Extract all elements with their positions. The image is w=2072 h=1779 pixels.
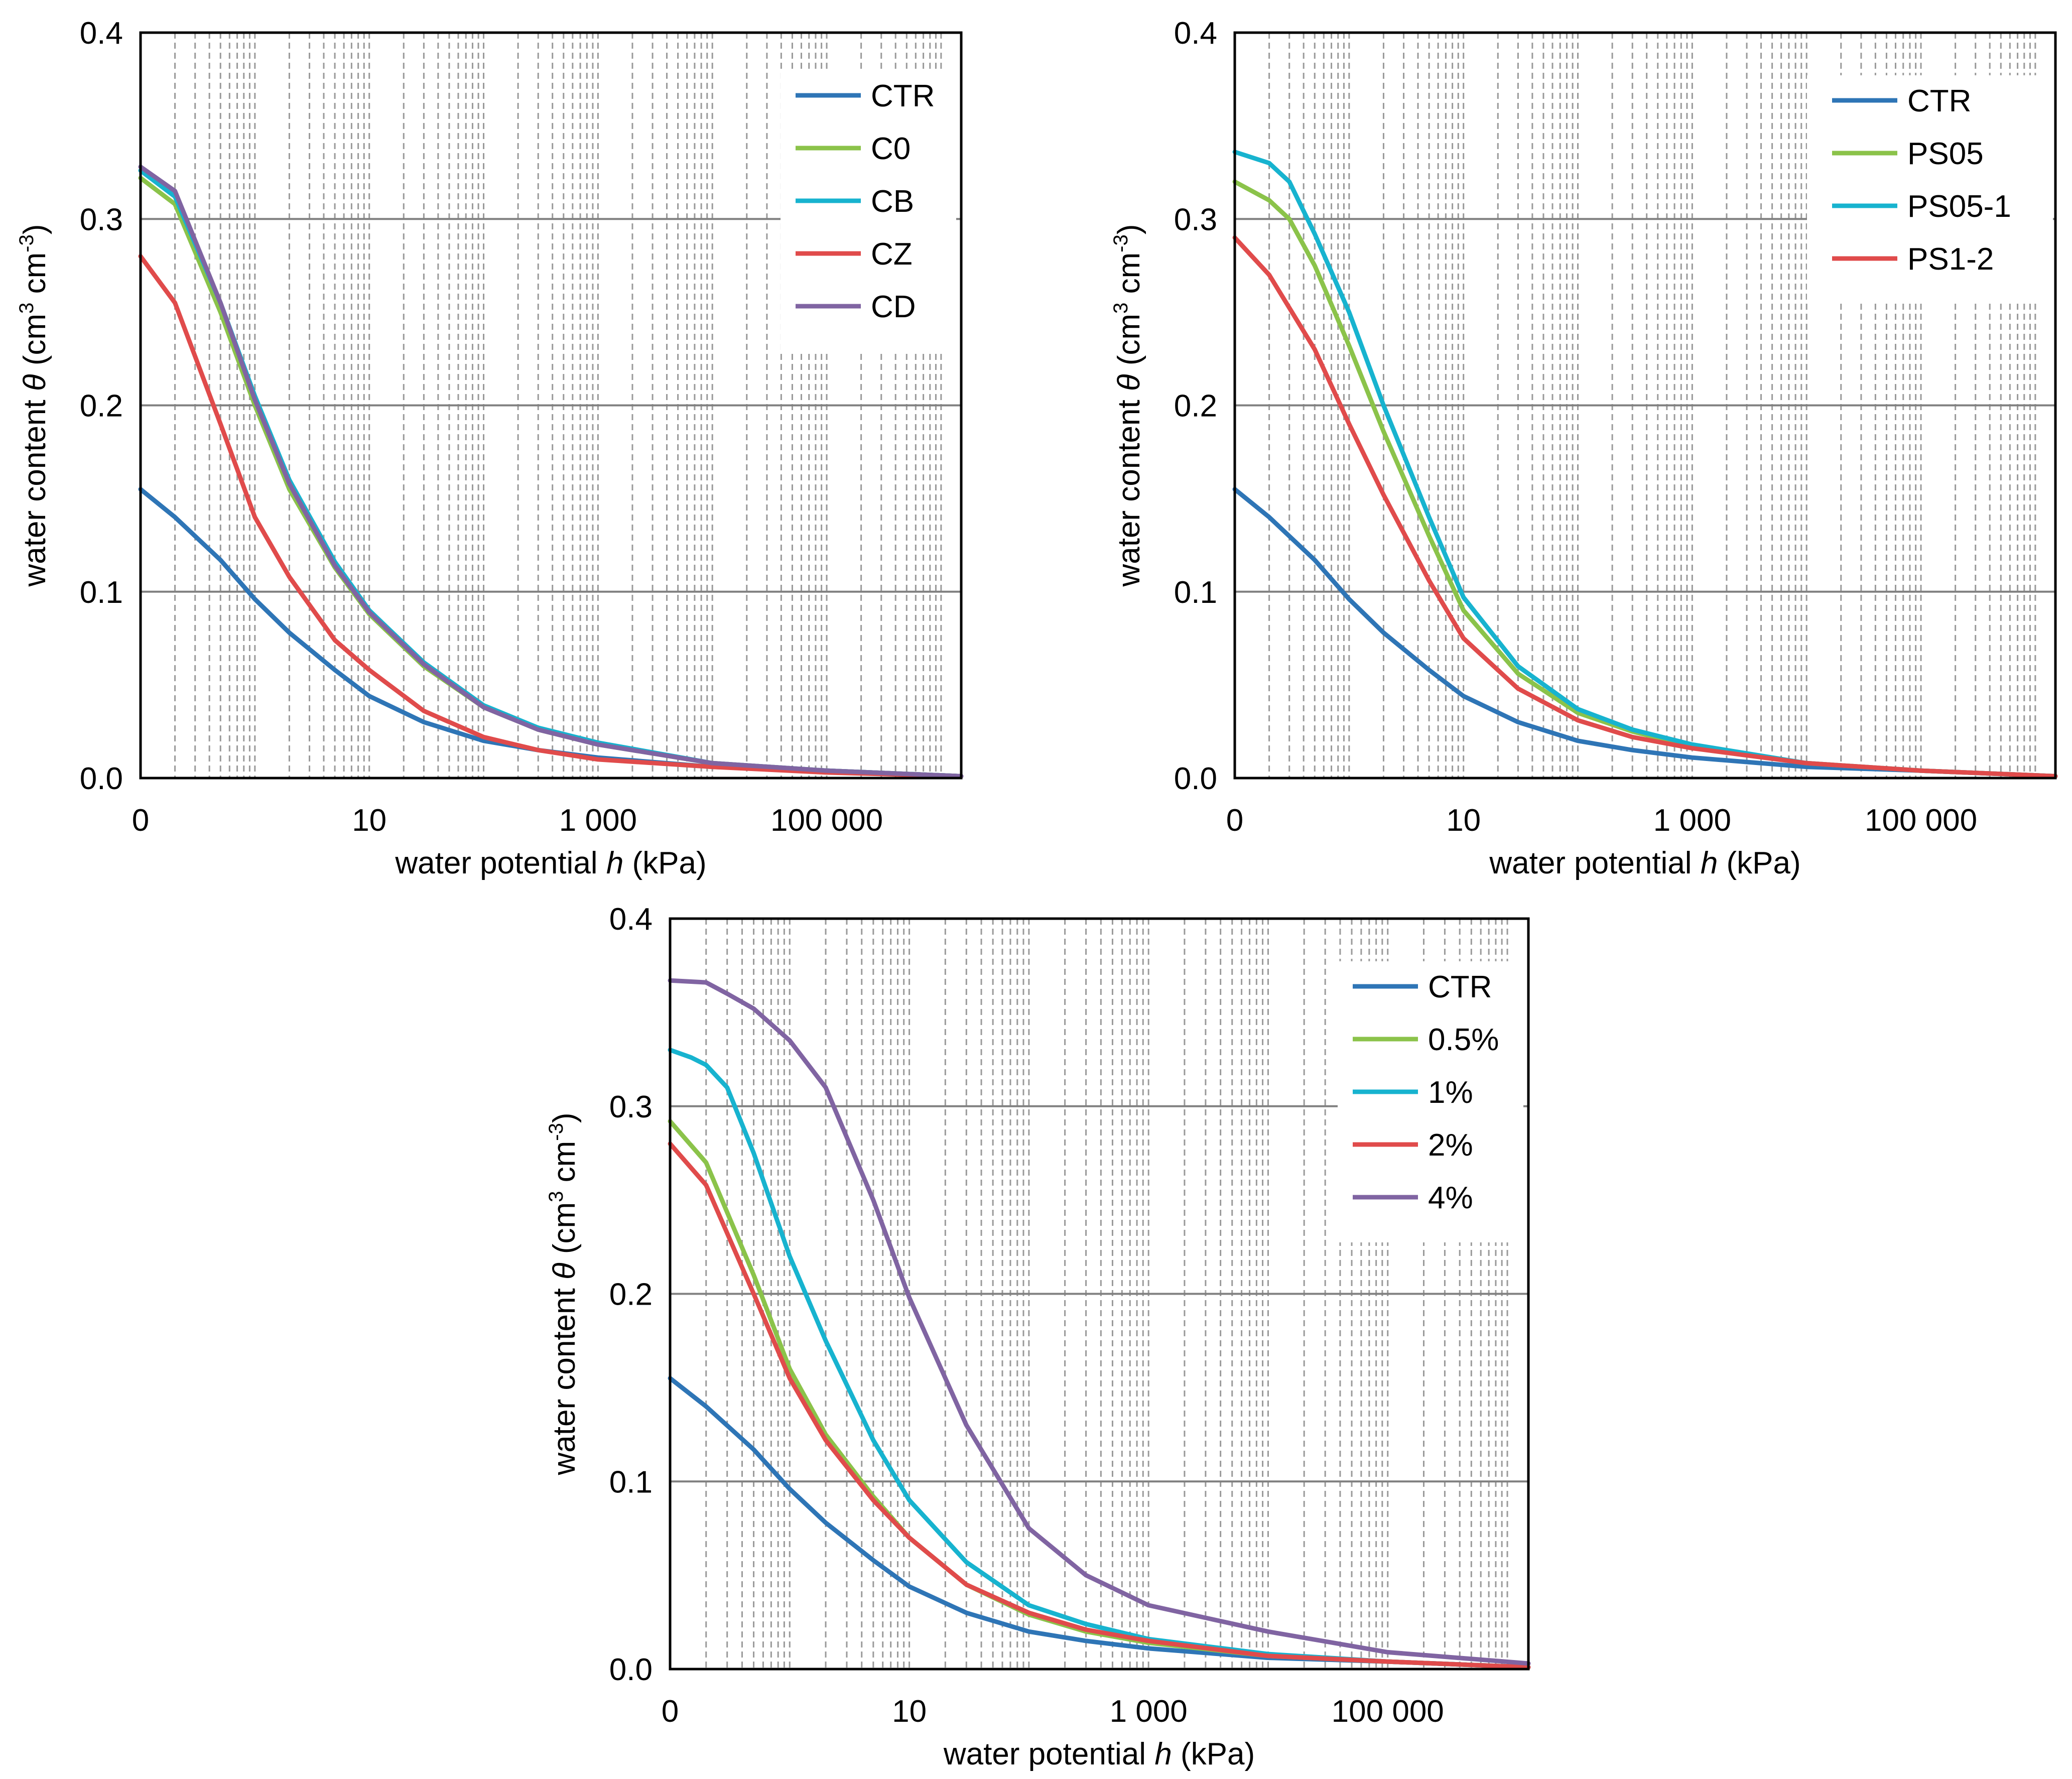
y-tick-label: 0.1 <box>609 1465 653 1499</box>
legend-label-4-: 4% <box>1428 1181 1473 1215</box>
y-axis-label-superscript: -3 <box>1110 234 1132 252</box>
y-tick-label: 0.3 <box>80 202 123 237</box>
x-tick-label: 0 <box>662 1694 679 1729</box>
x-tick-label: 10 <box>892 1694 927 1729</box>
y-axis-label-superscript: -3 <box>16 234 38 252</box>
x-axis-label-unit: (kPa) <box>1172 1737 1255 1771</box>
y-axis-label-variable: θ <box>547 1262 582 1280</box>
y-tick-label: 0.1 <box>80 575 123 610</box>
x-tick-label: 10 <box>1446 803 1481 838</box>
x-tick-label: 100 000 <box>1865 803 1977 838</box>
y-axis-label-superscript: 3 <box>545 1191 567 1202</box>
legend-label-ps05-1: PS05-1 <box>1907 189 2011 224</box>
legend-label-ctr: CTR <box>1907 84 1971 118</box>
plot-area-frame <box>139 31 963 780</box>
chart-panel-3: 0.0 0.1 0.2 0.3 0.4 0 10 1 000 100 000 water pote… <box>545 902 1531 1771</box>
y-tick-label: 0.4 <box>609 902 653 937</box>
legend-label-ps1-2: PS1-2 <box>1907 242 1994 277</box>
y-axis-label-unit: (cm <box>547 1202 582 1263</box>
chart-panel-2: 0.0 0.1 0.2 0.3 0.4 0 10 1 000 100 000 water pote… <box>1110 16 2058 880</box>
plot-area-frame <box>669 917 1530 1671</box>
legend-label-1-: 1% <box>1428 1075 1473 1110</box>
series-line-ps1-2 <box>1232 235 2058 779</box>
y-axis-label-text: water content <box>18 391 52 587</box>
legend: CTR PS05 PS05-1 PS1-2 <box>1832 84 2011 277</box>
x-tick-label: 1 000 <box>1110 1694 1188 1729</box>
legend-label-ps05: PS05 <box>1907 137 1984 171</box>
x-tick-label: 10 <box>352 803 386 838</box>
x-axis-label-variable: h <box>1701 846 1718 880</box>
y-axis-label-unit: ) <box>1112 224 1146 235</box>
y-axis-label-superscript: -3 <box>545 1123 567 1141</box>
x-axis-label-text: water potential <box>1489 846 1700 880</box>
x-tick-label: 1 000 <box>559 803 637 838</box>
y-tick-label: 0.0 <box>609 1653 653 1687</box>
y-axis-label-text: water content <box>1112 391 1146 587</box>
y-axis-label-superscript: 3 <box>16 303 38 314</box>
y-tick-label: 0.4 <box>80 16 123 51</box>
x-tick-label: 1 000 <box>1653 803 1731 838</box>
x-axis-label-text: water potential <box>395 846 606 880</box>
x-axis-label: water potential h (kPa) <box>1489 846 1800 880</box>
legend-label-cb: CB <box>871 184 914 219</box>
y-tick-label: 0.3 <box>609 1090 653 1124</box>
legend-label-0-5-: 0.5% <box>1428 1023 1499 1057</box>
plot-area-frame <box>1233 31 2057 780</box>
y-axis-label-unit: cm <box>18 252 52 303</box>
y-axis-label: water content θ (cm3 cm-3) <box>16 224 52 587</box>
y-axis-label-unit: (cm <box>18 314 52 374</box>
legend-label-ctr: CTR <box>871 79 935 113</box>
y-tick-label: 0.0 <box>80 761 123 796</box>
x-tick-label: 100 000 <box>770 803 883 838</box>
x-axis-label-unit: (kPa) <box>623 846 706 880</box>
legend-label-ctr: CTR <box>1428 970 1492 1004</box>
y-axis-label-unit: ) <box>18 224 52 235</box>
x-axis-label-unit: (kPa) <box>1718 846 1800 880</box>
y-tick-label: 0.1 <box>1174 575 1217 610</box>
x-tick-label: 0 <box>132 803 149 838</box>
series-line-ctr <box>668 1376 1531 1670</box>
legend-label-cd: CD <box>871 290 916 324</box>
series-line-cz <box>138 254 964 779</box>
y-tick-label: 0.2 <box>80 389 123 424</box>
series-line-2- <box>668 1141 1531 1670</box>
y-tick-label: 0.3 <box>1174 202 1217 237</box>
x-axis-label-variable: h <box>1154 1737 1172 1771</box>
x-axis-label-text: water potential <box>943 1737 1154 1771</box>
x-tick-label: 0 <box>1226 803 1243 838</box>
x-axis-label: water potential h (kPa) <box>395 846 706 880</box>
series-line-4- <box>668 978 1531 1666</box>
legend: CTR C0 CB CZ CD <box>796 79 935 324</box>
y-tick-label: 0.2 <box>1174 389 1217 424</box>
chart-panel-1: 0.0 0.1 0.2 0.3 0.4 0 10 1 000 100 000 water pote… <box>16 16 964 880</box>
legend-label-2-: 2% <box>1428 1128 1473 1163</box>
y-tick-label: 0.4 <box>1174 16 1217 51</box>
y-axis-label-unit: cm <box>1112 252 1146 303</box>
legend: CTR 0.5% 1% 2% 4% <box>1353 970 1499 1215</box>
y-tick-label: 0.2 <box>609 1278 653 1312</box>
y-axis-label-variable: θ <box>18 374 52 391</box>
y-axis-label-variable: θ <box>1112 374 1146 391</box>
y-axis-label: water content θ (cm3 cm-3) <box>545 1113 582 1476</box>
legend-label-c0: C0 <box>871 132 911 166</box>
legend-background <box>1807 75 2053 301</box>
y-axis-label-text: water content <box>547 1280 582 1475</box>
x-axis-label-variable: h <box>606 846 623 880</box>
series-line-cd <box>138 164 964 779</box>
y-axis-label-unit: cm <box>547 1141 582 1191</box>
y-axis-label: water content θ (cm3 cm-3) <box>1110 224 1146 587</box>
y-axis-label-unit: (cm <box>1112 314 1146 374</box>
y-axis-label-unit: ) <box>547 1113 582 1123</box>
x-axis-label: water potential h (kPa) <box>943 1737 1255 1771</box>
y-axis-label-superscript: 3 <box>1110 303 1132 314</box>
legend-label-cz: CZ <box>871 237 913 272</box>
y-tick-label: 0.0 <box>1174 761 1217 796</box>
x-tick-label: 100 000 <box>1332 1694 1444 1729</box>
series-line-ctr <box>1232 487 2058 779</box>
